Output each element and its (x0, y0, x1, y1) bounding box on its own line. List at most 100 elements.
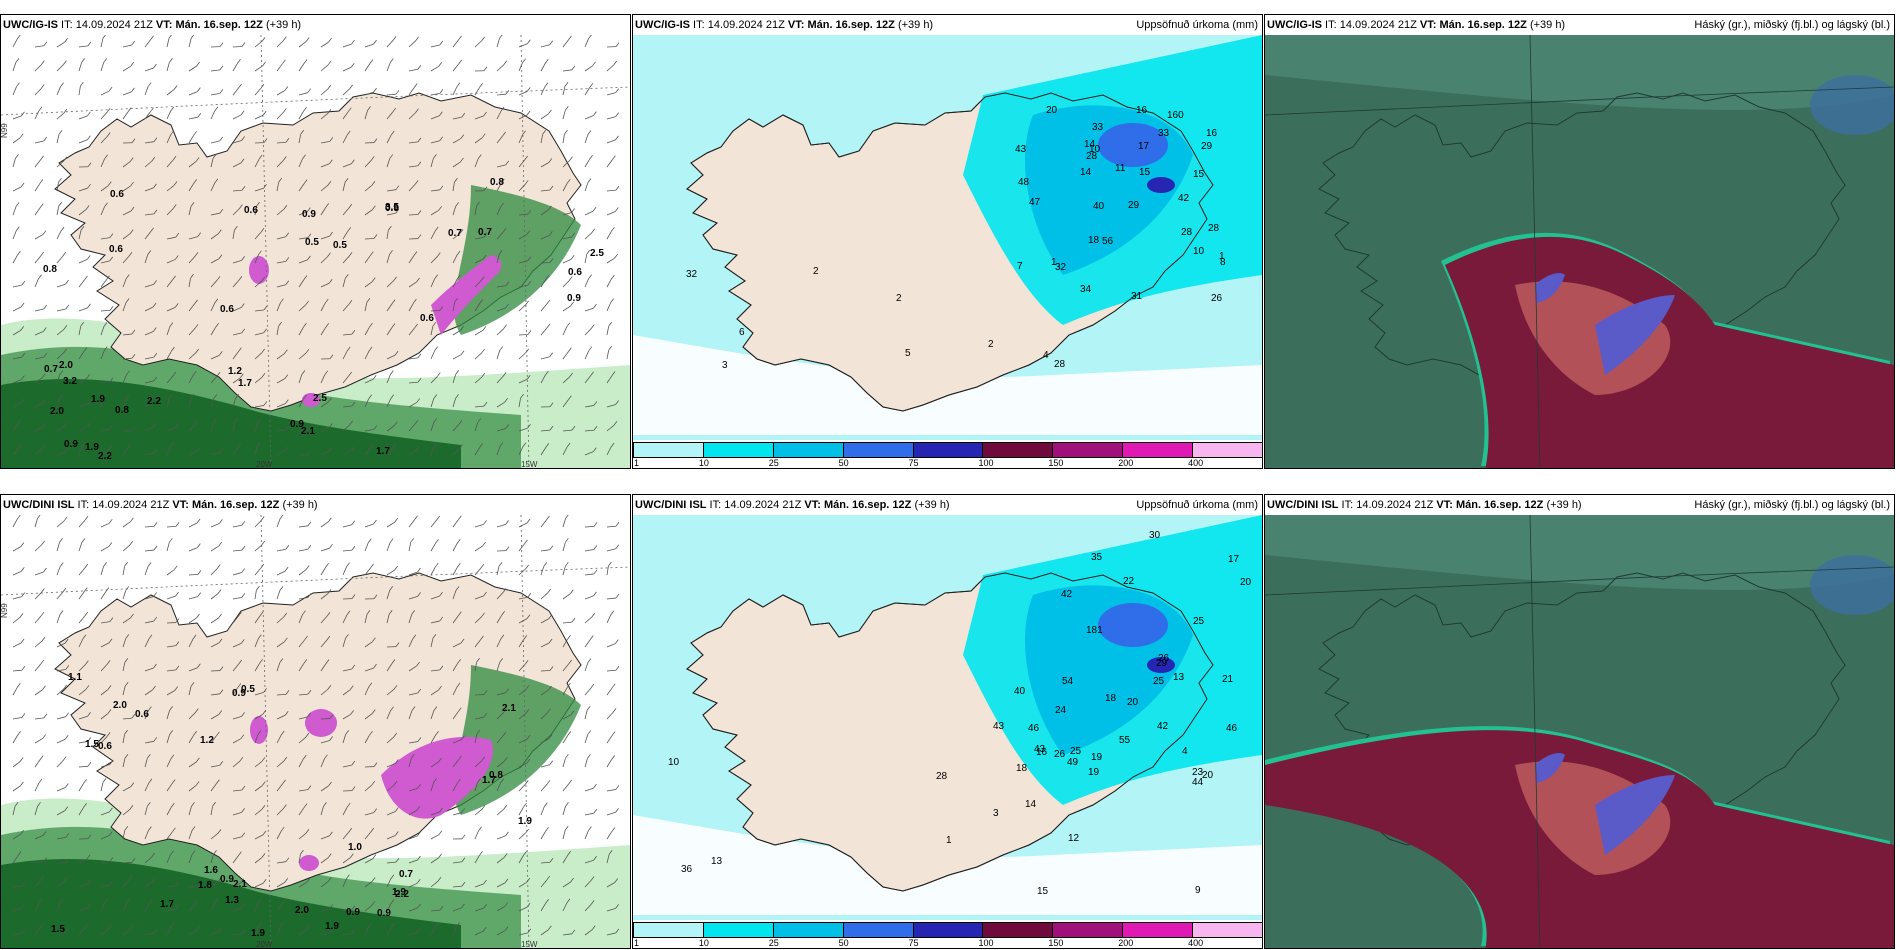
wind-barb (12, 855, 19, 864)
wind-barb (188, 761, 197, 768)
wind-barb-flag (565, 754, 569, 759)
wind-barb (122, 617, 131, 624)
wind-barb (540, 374, 546, 384)
wind-barb-flag (174, 303, 179, 308)
wind-barb-flag (219, 89, 224, 94)
wind-barb-flag (455, 586, 460, 591)
wind-barb-flag (303, 322, 307, 328)
wind-barb-flag (175, 881, 180, 887)
wind-barb-flag (592, 61, 596, 67)
wind-barb (562, 758, 566, 768)
precip-total-label: 13 (1173, 672, 1185, 683)
wind-barb-flag (546, 780, 551, 785)
legend-tick-label: 10 (698, 938, 709, 948)
wind-barb-flag (389, 250, 393, 255)
wind-barb-flag (193, 731, 197, 736)
wind-barb-flag (613, 60, 618, 66)
precip-total-label: 49 (1067, 757, 1079, 768)
wind-barb-flag (58, 201, 63, 207)
wind-barb-flag (240, 110, 245, 116)
wind-barb (144, 932, 154, 936)
wind-barb (606, 116, 616, 120)
wind-barb-flag (109, 233, 114, 238)
wind-barb-flag (608, 561, 612, 567)
wind-barb-flag (327, 877, 332, 882)
wind-barb (232, 855, 239, 864)
wind-barb (496, 638, 502, 648)
wind-barb (232, 63, 238, 72)
wind-barb-flag (62, 756, 67, 761)
wind-barb (562, 686, 568, 696)
wind-barb-flag (280, 826, 285, 832)
wind-barb-flag (393, 685, 398, 690)
wind-barb (56, 206, 60, 216)
wind-barb-flag (500, 202, 505, 208)
wind-barb (496, 592, 504, 600)
wind-barb (56, 642, 66, 648)
wind-barb (562, 280, 570, 288)
wind-barb (386, 784, 395, 792)
precip-area-75 (1147, 657, 1175, 673)
wind-barb-flag (173, 85, 178, 90)
wind-barb-flag (42, 422, 47, 428)
wind-barb-flag (549, 402, 554, 407)
wind-barb (232, 572, 242, 576)
wind-barb-flag (388, 225, 392, 231)
wind-barb-flag (371, 181, 376, 186)
wind-barb (100, 38, 104, 48)
wind-barb (584, 929, 593, 936)
wind-barb (276, 236, 286, 240)
wind-barb-flag (197, 882, 202, 887)
wind-barb-flag (348, 203, 353, 209)
wind-barb-flag (391, 299, 396, 304)
wind-barb-flag (87, 712, 91, 717)
wind-barb (254, 785, 263, 792)
cloud-low-overlay (1595, 775, 1675, 855)
precip-total-label: 46 (1226, 723, 1238, 734)
wind-barb-flag (17, 851, 22, 856)
wind-barb-flag (81, 58, 85, 63)
wind-barb-flag (350, 710, 355, 715)
wind-barb (584, 687, 592, 696)
wind-barb-flag (593, 808, 598, 814)
wind-barb (78, 519, 86, 528)
init-time: 14.09.2024 21Z (75, 19, 153, 31)
precip-total-label: 29 (1156, 658, 1168, 669)
wind-barb (496, 692, 506, 696)
wind-barb (78, 351, 85, 360)
wind-barb-flag (304, 635, 308, 641)
wind-barb (78, 664, 86, 672)
wind-barb (452, 711, 459, 720)
wind-barb-flag (567, 634, 571, 640)
precip-total-label: 33 (1158, 128, 1170, 139)
wind-barb-flag (87, 879, 91, 885)
precip-amount-label: 2.0 (50, 406, 64, 417)
wind-barb-flag (610, 298, 614, 303)
precip-amount-label: 0.6 (568, 267, 582, 278)
wind-barb-flag (307, 905, 312, 910)
wind-barb-flag (106, 732, 111, 737)
wind-barb-flag (460, 638, 465, 644)
wind-barb (584, 734, 589, 744)
wind-barb (474, 523, 484, 528)
wind-barb (276, 450, 286, 456)
wind-barb-flag (196, 613, 200, 619)
wind-barb (386, 542, 391, 552)
wind-barb-flag (565, 802, 569, 807)
wind-barb (122, 398, 127, 408)
wind-barb-flag (125, 298, 130, 303)
precip-amount-label: 0.5 (241, 684, 255, 695)
wind-barb-flag (527, 280, 532, 286)
wind-barb (122, 233, 131, 240)
wind-barb-flag (130, 206, 135, 212)
wind-barb-flag (235, 394, 239, 399)
wind-barb-flag (283, 349, 288, 354)
wind-barb (188, 785, 197, 792)
wind-barb-flag (63, 156, 68, 162)
wind-barb (562, 663, 569, 672)
wind-barb (166, 542, 170, 552)
wind-barb (518, 304, 526, 312)
wind-barb-flag (263, 328, 268, 333)
wind-barb-flag (102, 35, 106, 39)
wind-barb (254, 65, 263, 72)
